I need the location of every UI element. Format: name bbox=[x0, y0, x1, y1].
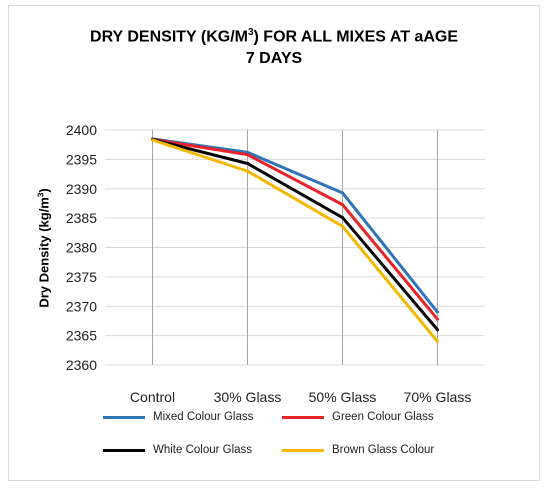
legend-swatch-3 bbox=[282, 448, 324, 452]
legend-item-3: Brown Glass Colour bbox=[282, 442, 434, 458]
series-3-point bbox=[341, 224, 344, 228]
legend-item-1: Green Colour Glass bbox=[282, 409, 434, 425]
chart-title: DRY DENSITY (KG/M3) FOR ALL MIXES AT aAG… bbox=[90, 27, 458, 68]
legend-label-2: White Colour Glass bbox=[153, 444, 253, 456]
chart-frame bbox=[8, 5, 540, 481]
y-tick-label: 2370 bbox=[66, 298, 97, 314]
series-line-0 bbox=[152, 137, 439, 314]
x-tick-label: 30% Glass bbox=[214, 389, 282, 405]
series-0-point bbox=[341, 191, 344, 195]
series-line-3 bbox=[152, 138, 439, 343]
y-tick-label: 2395 bbox=[66, 151, 97, 167]
y-tick-label: 2375 bbox=[66, 269, 97, 285]
legend-swatch-0 bbox=[103, 415, 145, 419]
series-3-point bbox=[436, 340, 439, 343]
series-1-point bbox=[246, 153, 249, 157]
series-1-point bbox=[436, 317, 439, 321]
series-3-point bbox=[246, 169, 249, 173]
series-2-point bbox=[246, 161, 249, 165]
y-tick-label: 2385 bbox=[66, 210, 97, 226]
y-tick-label: 2360 bbox=[66, 357, 97, 373]
series-2-point bbox=[436, 328, 439, 332]
series-0-point bbox=[436, 310, 439, 314]
legend-swatch-1 bbox=[282, 415, 324, 419]
legend-item-2: White Colour Glass bbox=[103, 442, 252, 458]
legend-label-0: Mixed Colour Glass bbox=[153, 411, 254, 423]
y-tick-label: 2400 bbox=[66, 122, 97, 138]
x-tick-label: Control bbox=[130, 389, 175, 405]
y-tick-label: 2380 bbox=[66, 240, 97, 256]
y-tick-label: 2365 bbox=[66, 328, 97, 344]
series-line-1 bbox=[152, 137, 439, 321]
y-tick-label: 2390 bbox=[66, 181, 97, 197]
series-2-point bbox=[341, 216, 344, 220]
series-line-2 bbox=[152, 137, 439, 331]
series-3-point bbox=[151, 138, 154, 142]
legend-label-3: Brown Glass Colour bbox=[332, 444, 435, 456]
series-1-point bbox=[341, 203, 344, 207]
x-tick-label: 50% Glass bbox=[309, 389, 377, 405]
legend-item-0: Mixed Colour Glass bbox=[103, 409, 253, 425]
legend-swatch-2 bbox=[103, 448, 145, 452]
x-tick-label: 70% Glass bbox=[404, 389, 472, 405]
legend-label-1: Green Colour Glass bbox=[332, 411, 434, 423]
